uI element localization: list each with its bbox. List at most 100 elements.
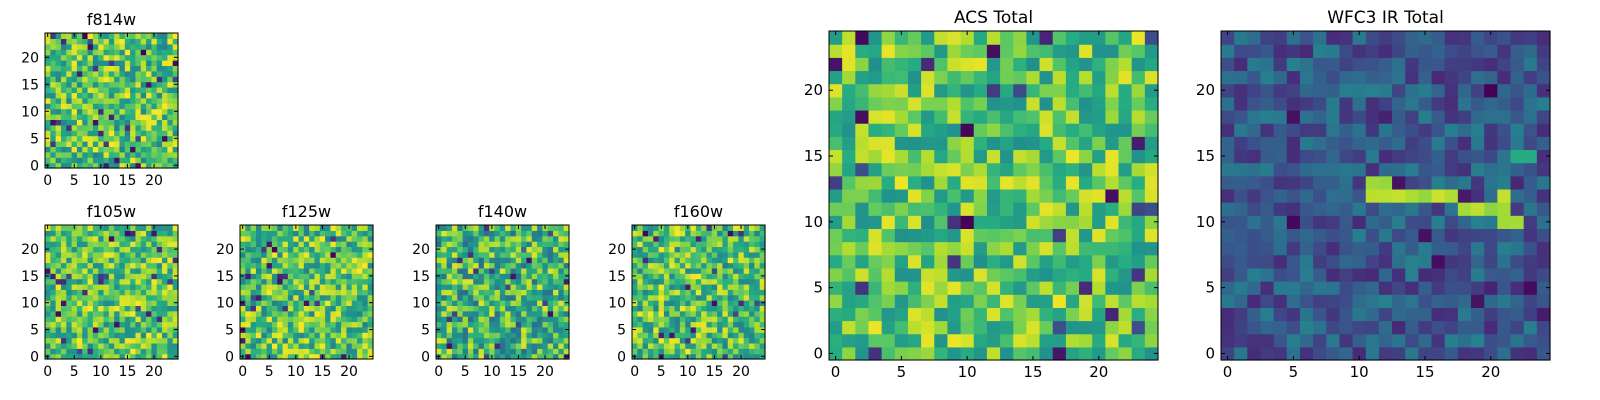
heatmap-cell (727, 251, 734, 258)
heatmap-cell (151, 65, 158, 72)
heatmap-cell (341, 310, 347, 317)
heatmap-cell (743, 342, 750, 349)
heatmap-cell (119, 151, 126, 158)
heatmap-cell (250, 342, 257, 349)
heatmap-cell (1457, 267, 1472, 282)
heatmap-cell (1286, 70, 1301, 85)
heatmap-cell (521, 230, 528, 237)
heatmap-cell (1079, 294, 1093, 308)
heatmap-cell (441, 289, 448, 296)
heatmap-cell (711, 316, 718, 323)
heatmap-cell (1273, 136, 1288, 151)
heatmap-cell (451, 326, 458, 333)
heatmap-cell (499, 225, 506, 231)
heatmap-cell (1365, 281, 1380, 295)
heatmap-cell (690, 283, 697, 290)
heatmap-cell (330, 353, 337, 360)
heatmap-cell (130, 49, 137, 56)
heatmap-cell (1052, 188, 1067, 203)
heatmap-cell (1523, 109, 1538, 124)
heatmap-cell (462, 305, 469, 312)
heatmap-cell (362, 342, 369, 349)
heatmap-cell (674, 300, 681, 306)
heatmap-cell (907, 241, 922, 256)
heatmap-cell (325, 353, 332, 360)
x-tick-label: 20 (1089, 363, 1108, 381)
heatmap-cell (754, 342, 761, 349)
heatmap-cell (451, 257, 458, 264)
heatmap-cell (351, 230, 358, 237)
y-tick-label: 10 (21, 296, 39, 312)
heatmap-cell (478, 321, 485, 328)
heatmap-cell (71, 316, 78, 323)
heatmap-cell (1052, 294, 1067, 308)
heatmap-cell (1052, 254, 1067, 269)
heatmap-cell (103, 225, 110, 231)
heatmap-cell (547, 283, 554, 290)
heatmap-cell (130, 230, 137, 237)
heatmap-cell (135, 283, 142, 290)
heatmap-cell (749, 241, 755, 248)
heatmap-cell (894, 320, 909, 335)
heatmap-cell (151, 278, 158, 285)
heatmap-cell (1392, 83, 1406, 98)
heatmap-cell (71, 246, 78, 253)
heatmap-cell (462, 246, 469, 253)
heatmap-cell (1523, 70, 1538, 85)
heatmap-cell (1221, 162, 1235, 177)
heatmap-cell (881, 57, 896, 72)
heatmap-cell (140, 60, 147, 66)
heatmap-cell (960, 188, 975, 203)
heatmap-cell (558, 348, 565, 355)
heatmap-cell (973, 202, 988, 216)
heatmap-cell (60, 305, 67, 312)
heatmap-cell (695, 246, 702, 253)
heatmap-cell (45, 43, 51, 50)
heatmap-cell (151, 321, 158, 328)
heatmap-cell (1457, 109, 1472, 124)
heatmap-cell (135, 92, 142, 99)
heatmap-cell (436, 294, 442, 301)
heatmap-cell (82, 316, 89, 323)
y-tick-label: 0 (617, 349, 626, 365)
heatmap-cell (1000, 267, 1014, 282)
heatmap-cell (71, 342, 78, 349)
heatmap-cell (1352, 123, 1367, 137)
heatmap-cell (537, 283, 543, 290)
heatmap-cell (314, 235, 321, 242)
heatmap-cell (108, 157, 115, 164)
heatmap-cell (156, 262, 163, 269)
heatmap-cell (531, 342, 538, 349)
heatmap-cell (45, 348, 51, 355)
heatmap-cell (130, 283, 137, 290)
heatmap-cell (82, 235, 89, 242)
heatmap-cell (738, 235, 745, 242)
heatmap-cell (76, 92, 83, 99)
heatmap-cell (124, 151, 131, 158)
heatmap-cell (314, 342, 321, 349)
heatmap-cell (98, 130, 105, 137)
heatmap-cell (367, 294, 374, 301)
heatmap-cell (868, 57, 883, 72)
heatmap-cell (124, 326, 131, 333)
heatmap-cell (1079, 70, 1093, 85)
y-tick-label: 10 (21, 104, 39, 120)
heatmap-cell (119, 326, 126, 333)
heatmap-cell (462, 337, 469, 344)
heatmap-cell (319, 278, 326, 285)
heatmap-cell (1313, 149, 1327, 164)
heatmap-cell (1352, 307, 1367, 322)
heatmap-cell (108, 283, 115, 290)
heatmap-cell (146, 326, 152, 333)
heatmap-cell (309, 348, 316, 355)
heatmap-cell (103, 157, 110, 164)
heatmap-cell (119, 103, 126, 110)
heatmap-cell (1092, 70, 1106, 85)
heatmap-cell (647, 289, 654, 296)
heatmap-cell (1510, 136, 1525, 151)
heatmap-cell (1052, 281, 1067, 295)
heatmap-cell (271, 310, 278, 317)
x-tick-label: 0 (831, 363, 841, 381)
heatmap-cell (135, 300, 142, 306)
heatmap-cell (103, 235, 110, 242)
